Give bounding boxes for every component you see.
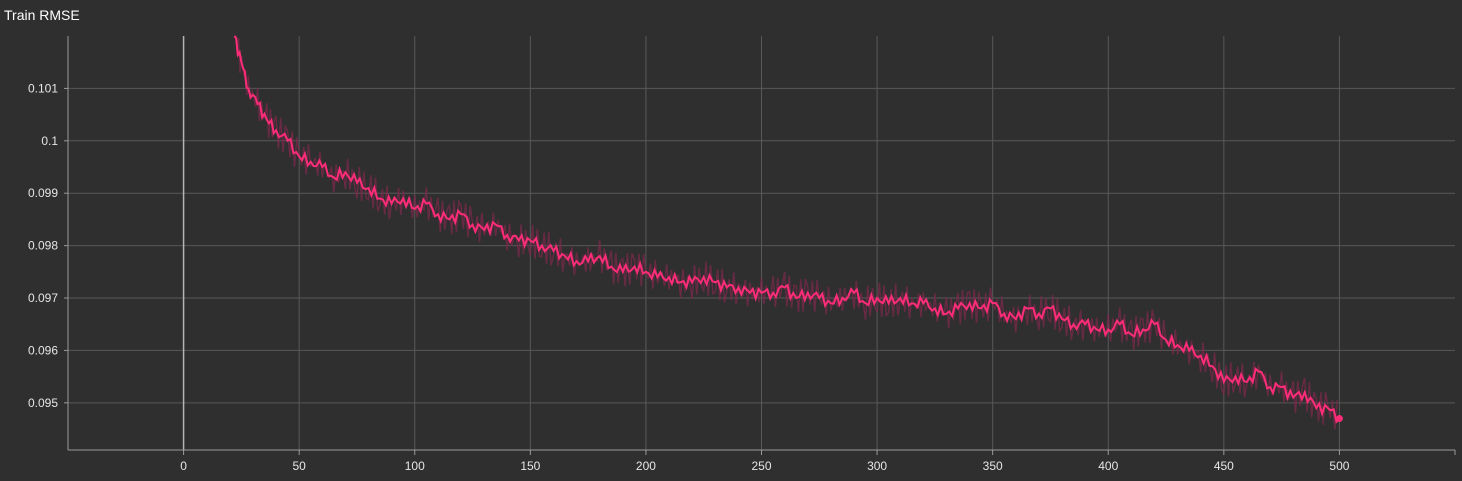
x-tick-label: 350 <box>983 459 1003 473</box>
x-tick-label: 150 <box>520 459 540 473</box>
x-tick-label: 0 <box>180 459 187 473</box>
raw-series-line <box>234 35 1338 430</box>
chart-title: Train RMSE <box>4 7 80 23</box>
tick-label-layer: 0.095 0.096 0.097 0.098 0.099 0.1 0.101 0 50 100 1… <box>28 81 1350 473</box>
x-tick-label: 250 <box>751 459 771 473</box>
x-tick-label: 50 <box>292 459 306 473</box>
series-end-point <box>1335 415 1343 423</box>
y-tick-label: 0.097 <box>28 291 58 305</box>
x-tick-label: 300 <box>867 459 887 473</box>
y-tick-label: 0.101 <box>28 81 58 95</box>
x-tick-label: 500 <box>1329 459 1349 473</box>
x-tick-label: 450 <box>1214 459 1234 473</box>
axis-layer <box>64 36 1456 455</box>
x-tick-label: 400 <box>1098 459 1118 473</box>
grid-layer <box>68 36 1455 450</box>
raw-series-layer <box>234 35 1338 430</box>
x-tick-label: 200 <box>636 459 656 473</box>
y-tick-label: 0.095 <box>28 396 58 410</box>
series-layer <box>233 35 1343 424</box>
y-tick-label: 0.098 <box>28 239 58 253</box>
x-tick-label: 100 <box>405 459 425 473</box>
y-tick-label: 0.096 <box>28 343 58 357</box>
series-line <box>233 35 1341 424</box>
y-tick-label: 0.1 <box>41 134 58 148</box>
y-tick-label: 0.099 <box>28 186 58 200</box>
